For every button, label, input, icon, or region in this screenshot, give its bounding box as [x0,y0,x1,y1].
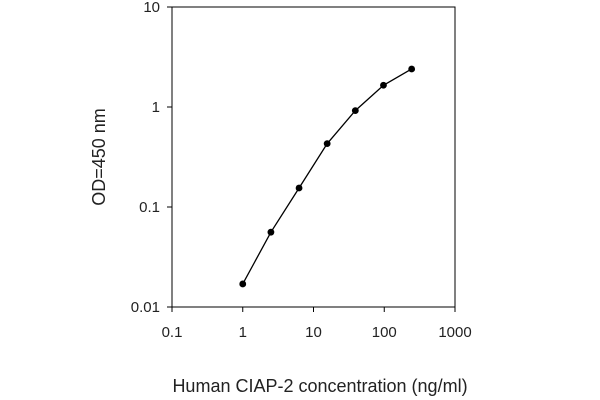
x-tick-label: 1000 [438,324,471,341]
plot-frame [171,6,456,308]
data-point [380,81,387,89]
y-tick-label: 1 [152,99,160,116]
data-point [267,228,275,236]
plot-border [171,6,456,308]
data-point [351,107,359,115]
data-point [239,280,247,288]
data-point [323,140,331,148]
series-line [242,68,412,285]
x-tick-label: 10 [305,324,322,341]
x-tick-label: 0.1 [162,324,183,341]
x-axis-title: Human CIAP-2 concentration (ng/ml) [172,376,467,396]
x-tick-label: 100 [372,324,397,341]
data-point [295,184,303,192]
y-tick-label: 10 [143,0,160,16]
y-axis-ticks: 0.01 0.1 1 10 [131,0,172,316]
series-group [239,65,416,288]
x-tick-label: 1 [239,324,247,341]
data-point [408,65,416,73]
x-axis-ticks: 0.1 1 10 100 1000 [162,307,472,341]
y-tick-label: 0.01 [131,299,160,316]
y-axis-title: OD=450 nm [89,108,109,206]
y-tick-label: 0.1 [139,199,160,216]
